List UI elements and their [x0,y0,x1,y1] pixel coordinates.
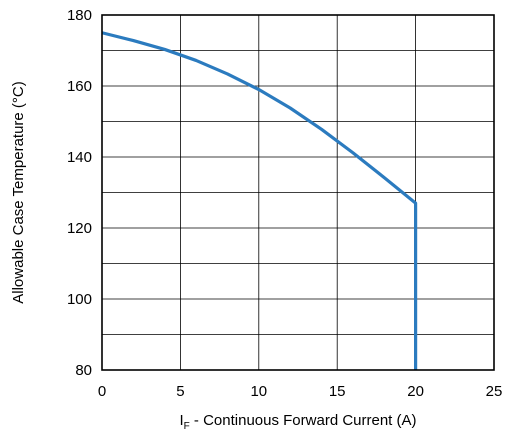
y-tick-label: 140 [67,149,92,166]
series-line [101,31,418,370]
y-axis-label: Allowable Case Temperature (°C) [10,81,27,303]
x-tick-label: 25 [486,383,503,400]
y-tick-label: 100 [67,291,92,308]
grid [101,14,495,371]
x-axis-label-subscript: F [184,421,190,432]
y-tick-label: 160 [67,78,92,95]
x-tick-label: 20 [407,383,424,400]
x-axis-label-rest: - Continuous Forward Current (A) [190,412,417,429]
x-axis-label-main: I [179,412,183,429]
y-tick-label: 80 [75,362,92,379]
x-tick-label: 0 [98,383,106,400]
y-tick-label: 120 [67,220,92,237]
x-axis-label: IF - Continuous Forward Current (A) [179,412,416,432]
y-tick-label: 180 [67,7,92,24]
x-tick-label: 15 [329,383,346,400]
tick-labels: 0 5 10 15 20 25 80 100 120 140 160 180 [67,7,502,400]
x-tick-label: 10 [250,383,267,400]
series [101,31,418,370]
plot-frame [101,14,495,371]
x-tick-label: 5 [176,383,184,400]
